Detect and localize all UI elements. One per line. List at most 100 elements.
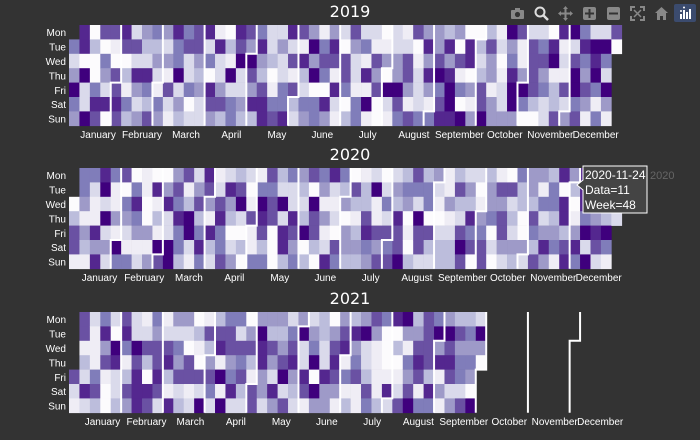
heatmap-cell[interactable] [361,182,372,198]
heatmap-cell[interactable] [465,225,477,241]
heatmap-cell[interactable] [100,254,112,270]
heatmap-cell[interactable] [173,312,185,327]
heatmap-cell[interactable] [183,326,195,342]
heatmap-cell[interactable] [361,254,372,270]
heatmap-cell[interactable] [298,39,310,55]
heatmap-cell[interactable] [131,355,143,370]
heatmap-cell[interactable] [152,225,164,241]
heatmap-cell[interactable] [392,369,404,385]
heatmap-cell[interactable] [267,225,278,241]
heatmap-cell[interactable] [329,97,341,112]
heatmap-cell[interactable] [559,39,570,55]
heatmap-cell[interactable] [350,355,362,370]
heatmap-cell[interactable] [298,369,310,385]
heatmap-cell[interactable] [350,53,362,69]
heatmap-cell[interactable] [110,355,122,370]
heatmap-cell[interactable] [100,168,112,183]
heatmap-cell[interactable] [350,384,362,399]
heatmap-cell[interactable] [600,39,612,55]
heatmap-cell[interactable] [319,312,331,327]
heatmap-cell[interactable] [288,211,299,226]
heatmap-cell[interactable] [465,97,477,112]
heatmap-cell[interactable] [444,25,456,40]
heatmap-cell[interactable] [329,53,341,69]
heatmap-cell[interactable] [507,25,518,40]
heatmap-cell[interactable] [600,111,612,127]
heatmap-cell[interactable] [329,168,341,183]
heatmap-cell[interactable] [277,168,289,183]
heatmap-cell[interactable] [507,97,518,112]
heatmap-cell[interactable] [402,196,414,212]
heatmap-cell[interactable] [194,326,205,342]
heatmap-cell[interactable] [215,97,226,112]
heatmap-cell[interactable] [340,312,351,327]
heatmap-cell[interactable] [319,240,331,255]
heatmap-cell[interactable] [350,340,362,356]
heatmap-cell[interactable] [340,196,351,212]
heatmap-cell[interactable] [277,68,289,83]
heatmap-cell[interactable] [69,82,80,98]
heatmap-cell[interactable] [423,196,435,212]
heatmap-cell[interactable] [298,211,310,226]
heatmap-cell[interactable] [527,196,539,212]
heatmap-cell[interactable] [444,39,456,55]
heatmap-cell[interactable] [100,355,112,370]
heatmap-cell[interactable] [194,182,205,198]
heatmap-cell[interactable] [569,240,581,255]
heatmap-cell[interactable] [142,39,153,55]
heatmap-cell[interactable] [569,182,581,198]
heatmap-cell[interactable] [590,211,602,226]
heatmap-cell[interactable] [215,39,226,55]
heatmap-cell[interactable] [235,111,247,127]
heatmap-cell[interactable] [319,196,331,212]
heatmap-cell[interactable] [235,326,247,342]
heatmap-cell[interactable] [152,196,164,212]
heatmap-cell[interactable] [152,39,164,55]
heatmap-cell[interactable] [173,211,185,226]
heatmap-cell[interactable] [298,111,310,127]
heatmap-cell[interactable] [79,384,91,399]
heatmap-cell[interactable] [173,97,185,112]
heatmap-cell[interactable] [496,82,508,98]
heatmap-cell[interactable] [173,340,185,356]
heatmap-cell[interactable] [381,240,393,255]
heatmap-cell[interactable] [89,312,101,327]
heatmap-cell[interactable] [194,196,205,212]
heatmap-cell[interactable] [131,211,143,226]
heatmap-cell[interactable] [413,240,424,255]
heatmap-cell[interactable] [183,82,195,98]
heatmap-cell[interactable] [538,39,550,55]
heatmap-cell[interactable] [131,25,143,40]
heatmap-cell[interactable] [121,340,132,356]
heatmap-cell[interactable] [454,111,466,127]
heatmap-cell[interactable] [454,196,466,212]
heatmap-cell[interactable] [423,211,435,226]
heatmap-cell[interactable] [162,312,174,327]
heatmap-cell[interactable] [496,225,508,241]
heatmap-cell[interactable] [434,211,445,226]
heatmap-cell[interactable] [183,53,195,69]
heatmap-cell[interactable] [121,182,132,198]
heatmap-cell[interactable] [350,82,362,98]
heatmap-cell[interactable] [444,326,456,342]
heatmap-cell[interactable] [371,82,383,98]
heatmap-cell[interactable] [225,369,237,385]
heatmap-cell[interactable] [267,182,278,198]
heatmap-cell[interactable] [538,53,550,69]
heatmap-cell[interactable] [298,82,310,98]
heatmap-cell[interactable] [548,240,560,255]
heatmap-cell[interactable] [507,168,518,183]
heatmap-cell[interactable] [215,168,226,183]
heatmap-cell[interactable] [173,254,185,270]
heatmap-cell[interactable] [371,312,383,327]
heatmap-cell[interactable] [110,211,122,226]
heatmap-cell[interactable] [402,168,414,183]
heatmap-cell[interactable] [173,111,185,127]
heatmap-cell[interactable] [381,312,393,327]
heatmap-cell[interactable] [496,211,508,226]
heatmap-cell[interactable] [183,25,195,40]
heatmap-cell[interactable] [319,254,331,270]
heatmap-cell[interactable] [308,369,320,385]
heatmap-cell[interactable] [517,82,529,98]
heatmap-cell[interactable] [89,168,101,183]
